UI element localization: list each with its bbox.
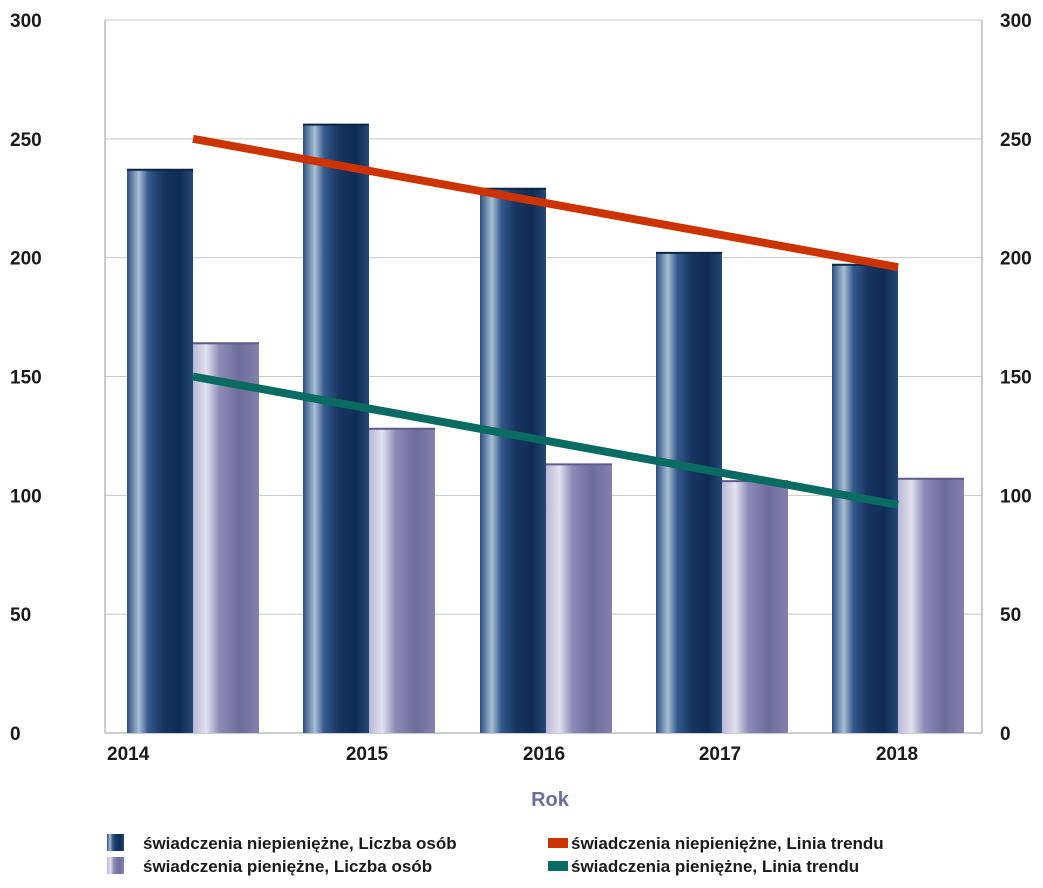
bar-niepieniezne bbox=[480, 188, 546, 733]
legend-item: świadczenia niepieniężne, Linia trendu bbox=[548, 834, 884, 853]
y-tick-label-right: 100 bbox=[1000, 486, 1032, 507]
y-tick-label-right: 250 bbox=[1000, 130, 1032, 151]
y-tick-label-left: 100 bbox=[10, 486, 42, 507]
x-axis-title: Rok bbox=[531, 789, 570, 811]
y-tick-label-right: 300 bbox=[1000, 11, 1032, 32]
legend-swatch bbox=[548, 861, 568, 871]
legend: świadczenia niepieniężne, Liczba osób świ… bbox=[107, 834, 884, 876]
x-tick-label: 2018 bbox=[876, 744, 918, 765]
y-tick-label-right: 200 bbox=[1000, 249, 1032, 270]
bar-niepieniezne bbox=[303, 124, 369, 733]
legend-item: świadczenia pieniężne, Liczba osób bbox=[107, 857, 432, 876]
bar-pieniezne bbox=[722, 481, 788, 733]
bar-niepieniezne bbox=[656, 252, 722, 733]
legend-item: świadczenia pieniężne, Linia trendu bbox=[548, 857, 859, 876]
y-tick-label-right: 50 bbox=[1000, 605, 1021, 626]
legend-swatch bbox=[107, 834, 124, 851]
y-tick-label-left: 200 bbox=[10, 249, 42, 270]
y-tick-label-right: 150 bbox=[1000, 368, 1032, 389]
bar-pieniezne bbox=[898, 478, 964, 733]
y-tick-label-left: 150 bbox=[10, 368, 42, 389]
bars bbox=[127, 123, 964, 734]
tick-labels: 0 0 50 50 100 100 150 150 200 200 250 250 300 300 2014… bbox=[10, 11, 1032, 765]
y-tick-label-left: 50 bbox=[10, 605, 31, 626]
legend-label: świadczenia pieniężne, Linia trendu bbox=[571, 857, 859, 876]
trendline-niepieniezne bbox=[192, 134, 899, 272]
y-tick-label-left: 300 bbox=[10, 11, 42, 32]
trendline-pieniezne bbox=[192, 372, 899, 509]
trend-lines bbox=[192, 134, 899, 509]
legend-label: świadczenia niepieniężne, Linia trendu bbox=[571, 834, 884, 853]
bar-pieniezne bbox=[369, 428, 435, 733]
bar-pieniezne bbox=[193, 343, 259, 733]
y-tick-label-left: 250 bbox=[10, 130, 42, 151]
bar-pieniezne bbox=[546, 464, 612, 733]
legend-swatch bbox=[107, 857, 124, 874]
legend-swatch bbox=[548, 838, 568, 848]
y-tick-label-right: 0 bbox=[1000, 724, 1011, 745]
x-tick-label: 2016 bbox=[523, 744, 565, 765]
x-tick-label: 2017 bbox=[699, 744, 741, 765]
y-tick-label-left: 0 bbox=[10, 724, 21, 745]
legend-label: świadczenia niepieniężne, Liczba osób bbox=[143, 834, 457, 853]
bar-niepieniezne bbox=[127, 169, 193, 734]
x-tick-label: 2014 bbox=[107, 744, 150, 765]
legend-item: świadczenia niepieniężne, Liczba osób bbox=[107, 834, 457, 853]
legend-label: świadczenia pieniężne, Liczba osób bbox=[143, 857, 432, 876]
x-tick-label: 2015 bbox=[346, 744, 389, 765]
